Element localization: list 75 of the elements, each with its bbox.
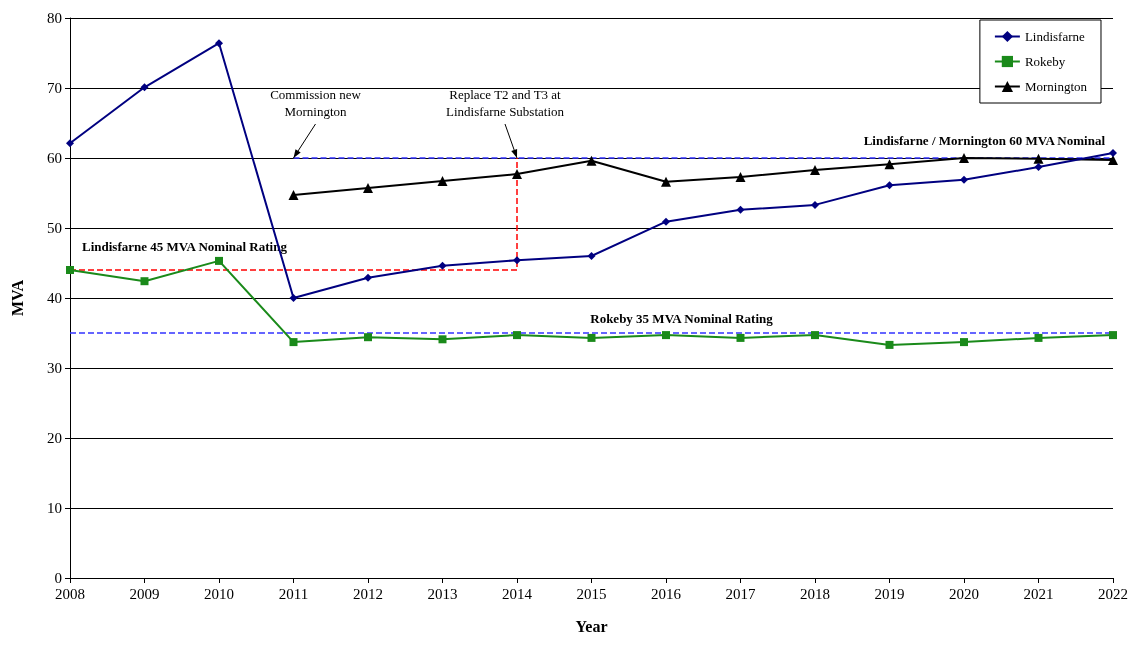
point: [438, 261, 447, 270]
point: [289, 294, 298, 302]
legend-label: Lindisfarne: [1024, 29, 1086, 44]
point: [512, 169, 522, 180]
x-tick-label: 2008: [55, 585, 85, 602]
point: [811, 200, 819, 209]
point: [1034, 163, 1043, 172]
y-tick-label: 40: [47, 290, 62, 306]
y-axis-title: MVA: [8, 279, 26, 317]
y-tick-label: 10: [47, 500, 62, 516]
point: [587, 252, 596, 260]
point: [1109, 331, 1117, 340]
point: [885, 340, 894, 349]
x-tick-label: 2020: [949, 585, 979, 602]
x-tick-label: 2019: [874, 585, 905, 602]
x-tick-label: 2009: [129, 585, 160, 602]
point: [586, 155, 597, 166]
point: [364, 273, 372, 282]
point: [215, 256, 223, 265]
point: [513, 331, 521, 340]
point: [438, 335, 447, 344]
point: [735, 171, 746, 182]
point: [1033, 153, 1044, 164]
x-tick-label: 2014: [502, 585, 533, 602]
x-tick-label: 2018: [800, 585, 830, 602]
point: [288, 190, 299, 201]
point: [661, 176, 671, 187]
point: [662, 331, 670, 340]
point: [960, 175, 968, 184]
point: [960, 338, 968, 347]
point: [885, 181, 894, 190]
point: [66, 139, 74, 148]
annotation: Commission new Mornington: [270, 87, 362, 119]
x-tick-label: 2016: [651, 585, 682, 602]
x-tick-label: 2017: [725, 585, 756, 602]
point: [364, 333, 372, 342]
x-tick-label: 2022: [1098, 585, 1128, 602]
point: [513, 256, 521, 265]
point: [811, 331, 819, 340]
point: [363, 183, 373, 194]
y-tick-label: 30: [47, 360, 62, 376]
point: [437, 176, 448, 187]
legend-label: Rokeby: [1024, 54, 1066, 69]
x-tick-label: 2012: [353, 585, 383, 602]
point: [140, 83, 149, 92]
point: [66, 266, 74, 274]
y-tick-label: 60: [47, 150, 62, 166]
y-tick-label: 80: [47, 10, 62, 26]
point: [736, 333, 745, 342]
legend-label: Mornington: [1024, 79, 1088, 94]
point: [810, 164, 820, 175]
y-tick-label: 0: [54, 570, 62, 586]
x-axis-title: Year: [575, 617, 608, 635]
point: [1109, 149, 1117, 158]
y-tick-label: 70: [47, 80, 62, 96]
y-tick-label: 20: [47, 430, 62, 446]
x-tick-label: 2010: [204, 585, 234, 602]
x-tick-label: 2011: [278, 585, 309, 602]
point: [140, 277, 149, 286]
point: [587, 333, 596, 342]
annotation: Lindisfarne / Mornington 60 MVA Nominal: [863, 133, 1106, 148]
point: [289, 338, 298, 347]
x-tick-label: 2013: [427, 585, 458, 602]
annotation: Replace T2 and T3 at Lindisfarne Substation: [445, 87, 565, 119]
point: [1108, 155, 1118, 166]
point: [215, 39, 223, 48]
x-tick-label: 2021: [1023, 585, 1054, 602]
y-tick-label: 50: [47, 220, 62, 236]
point: [662, 217, 670, 226]
point: [1034, 333, 1043, 342]
x-tick-label: 2015: [576, 585, 607, 602]
point: [736, 205, 745, 214]
point: [959, 153, 969, 163]
point: [884, 159, 895, 170]
ref-line-label: Rokeby 35 MVA Nominal Rating: [590, 311, 774, 326]
